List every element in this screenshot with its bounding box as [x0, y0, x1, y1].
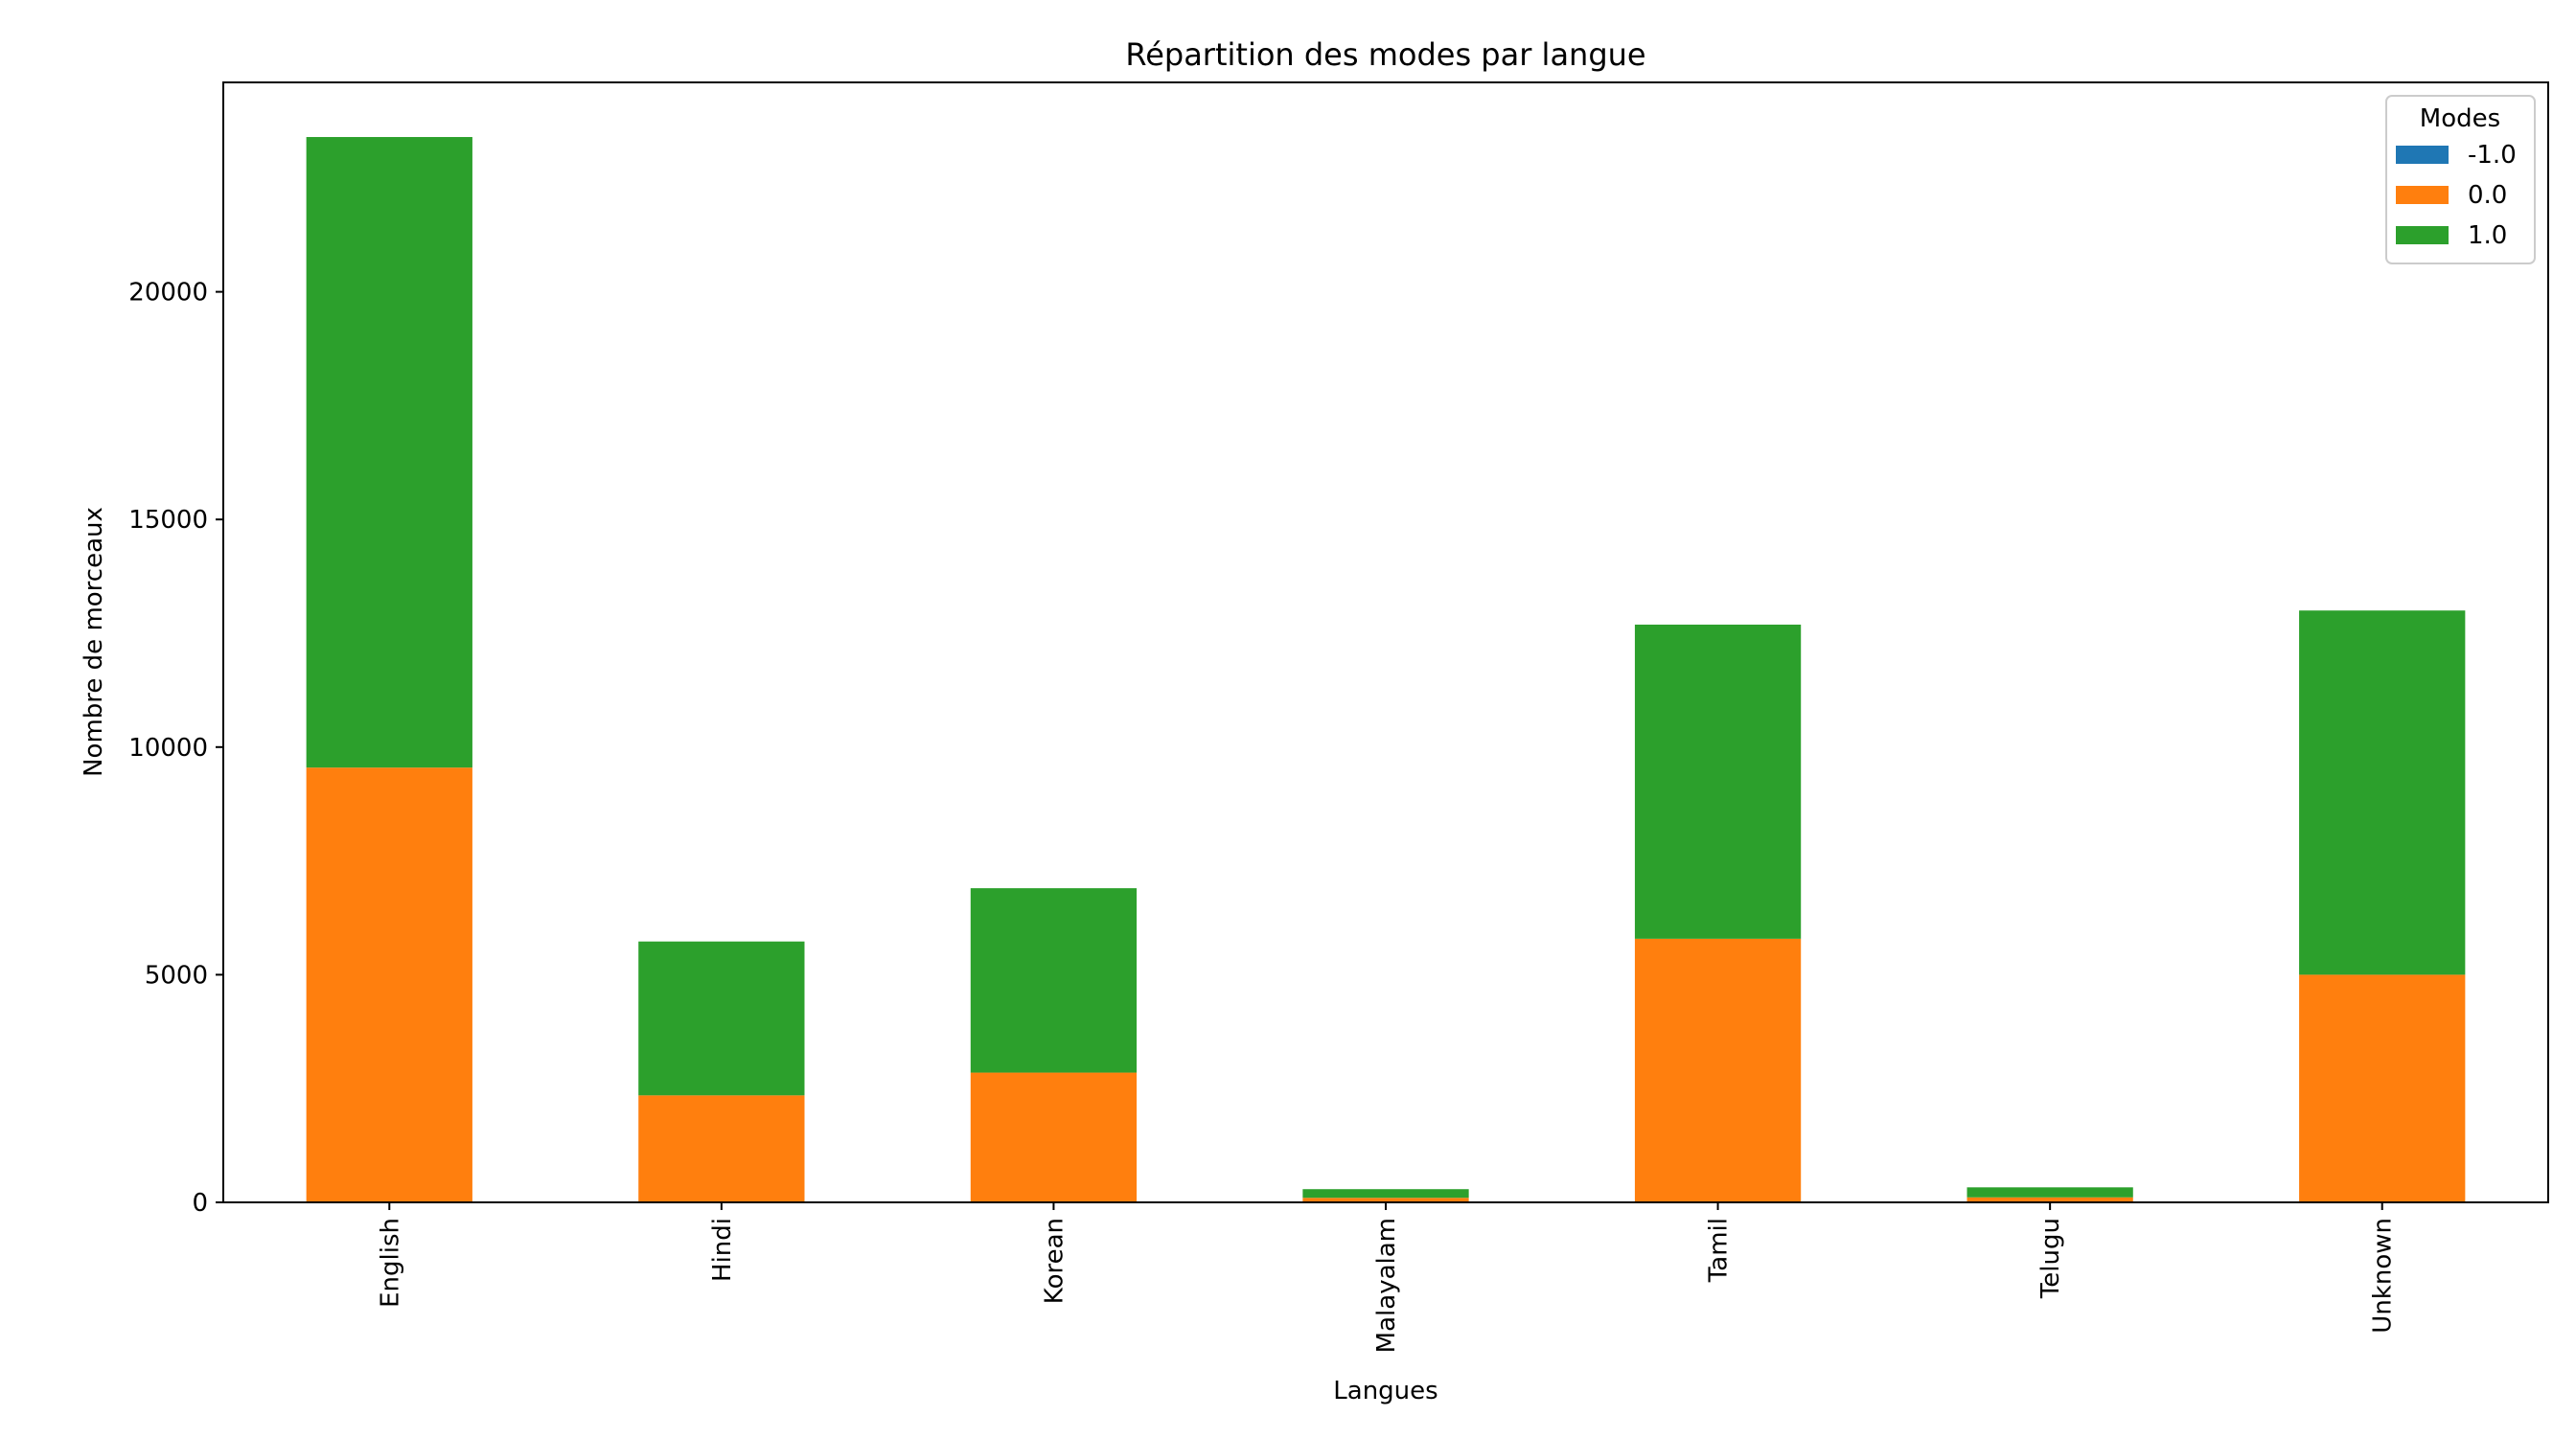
y-tick-label: 20000 — [128, 279, 208, 308]
x-tick-label-telugu: Telugu — [2036, 1218, 2065, 1299]
bar-hindi-mode-1 — [638, 1095, 805, 1202]
legend-label-mode-2: 1.0 — [2468, 221, 2507, 250]
legend-swatch-mode-2 — [2396, 226, 2449, 244]
y-tick-label: 10000 — [128, 734, 208, 763]
bar-tamil-mode-1 — [1634, 938, 1802, 1202]
legend: Modes -1.0 0.0 1.0 — [2385, 95, 2536, 264]
bar-unknown-mode-2 — [2299, 610, 2466, 975]
chart-title: Répartition des modes par langue — [1125, 36, 1645, 73]
x-tick-label-english: English — [376, 1218, 404, 1308]
bar-korean-mode-1 — [970, 1072, 1138, 1202]
x-tick-label-unknown: Unknown — [2369, 1218, 2398, 1334]
legend-swatch-mode-0 — [2396, 146, 2449, 164]
x-tick-label-tamil: Tamil — [1705, 1218, 1734, 1283]
y-tick-label: 5000 — [145, 961, 208, 990]
bar-unknown-mode-1 — [2299, 974, 2466, 1202]
legend-label-mode-1: 0.0 — [2468, 181, 2507, 210]
legend-swatch-mode-1 — [2396, 186, 2449, 204]
x-tick-label-hindi: Hindi — [708, 1218, 737, 1282]
legend-title: Modes — [2420, 104, 2500, 133]
legend-label-mode-0: -1.0 — [2468, 141, 2517, 170]
bar-korean-mode-2 — [970, 888, 1138, 1073]
legend-entries: -1.0 0.0 1.0 — [2396, 141, 2517, 250]
bar-hindi-mode-2 — [638, 941, 805, 1096]
y-axis-ticks: 0 5000 10000 15000 20000 — [128, 279, 223, 1218]
bars-layer — [306, 137, 2466, 1202]
legend-box — [2385, 95, 2536, 264]
bar-english-mode-2 — [306, 137, 472, 768]
y-tick-label: 0 — [192, 1189, 208, 1218]
plot-frame — [222, 81, 2549, 1203]
bar-english-mode-1 — [306, 767, 472, 1202]
y-axis-label: Nombre de morceaux — [80, 507, 108, 777]
x-axis-label: Langues — [1333, 1377, 1438, 1405]
bar-malayalam-mode-2 — [1302, 1189, 1469, 1199]
x-tick-label-korean: Korean — [1040, 1218, 1069, 1304]
x-tick-label-malayalam: Malayalam — [1372, 1218, 1401, 1353]
x-axis-ticks: English Hindi Korean Malayalam Tamil Telugu Un… — [376, 1202, 2398, 1353]
bar-tamil-mode-2 — [1634, 624, 1802, 939]
bar-telugu-mode-2 — [1966, 1187, 2133, 1198]
y-tick-label: 15000 — [128, 506, 208, 535]
bar-malayalam-mode-1 — [1302, 1198, 1469, 1202]
bar-telugu-mode-1 — [1966, 1197, 2133, 1202]
